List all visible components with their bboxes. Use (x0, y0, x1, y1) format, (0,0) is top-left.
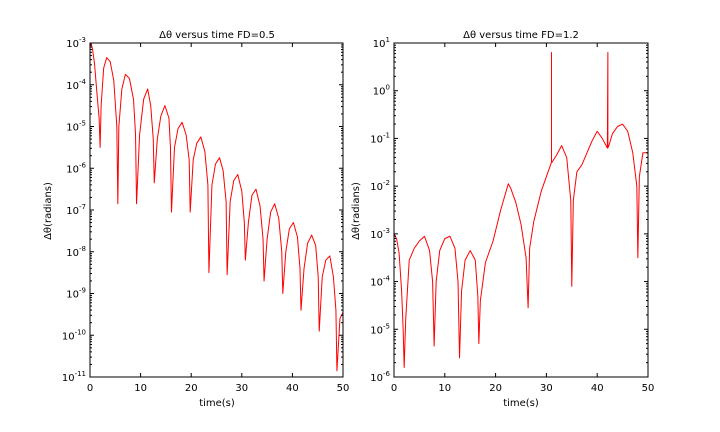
x-tick-label: 50 (642, 383, 655, 394)
x-tick-label: 0 (87, 383, 93, 394)
y-tick-label: 10-6 (370, 370, 390, 384)
x-tick-label: 20 (185, 383, 198, 394)
plot-area: 0 10 20 30 40 50 10-6 10-5 10-4 10-3 10-2 10-1 100 10… (370, 36, 654, 394)
y-tick-label: 100 (373, 84, 390, 98)
x-axis-label: time(s) (503, 398, 539, 409)
y-tick-label: 10-6 (66, 161, 86, 175)
x-tick-label: 10 (134, 383, 147, 394)
chart-fd12: Δθ versus time FD=1.2 0 10 20 30 40 50 10-6 10-… (351, 30, 654, 409)
series-line-0 (394, 52, 648, 368)
x-tick-label: 50 (337, 383, 350, 394)
series-line-0 (90, 43, 343, 372)
y-tick-label: 10-9 (66, 287, 86, 301)
y-tick-label: 10-5 (66, 120, 86, 134)
x-tick-label: 30 (235, 383, 248, 394)
y-axis-label: Δθ(radians) (43, 182, 54, 240)
chart-title: Δθ versus time FD=1.2 (463, 30, 579, 41)
plot-frame (393, 42, 649, 378)
y-axis-label: Δθ(radians) (351, 182, 362, 240)
y-tick-label: 10-3 (66, 36, 86, 50)
y-tick-label: 10-5 (370, 322, 390, 336)
y-tick-label: 10-2 (370, 179, 390, 193)
chart-fd05: Δθ versus time FD=0.5 0 10 20 30 40 50 10-11 10… (43, 30, 349, 409)
x-tick-label: 30 (540, 383, 553, 394)
x-tick-label: 20 (489, 383, 502, 394)
y-tick-label: 10-11 (62, 370, 86, 384)
y-tick-label: 10-8 (66, 245, 86, 259)
y-tick-label: 10-4 (66, 78, 86, 92)
y-tick-label: 10-3 (370, 227, 390, 241)
x-axis-label: time(s) (199, 398, 235, 409)
y-tick-label: 10-4 (370, 275, 390, 289)
x-tick-label: 0 (391, 383, 397, 394)
y-tick-label: 101 (373, 36, 390, 50)
x-tick-label: 40 (591, 383, 604, 394)
y-tick-label: 10-10 (62, 328, 86, 342)
y-tick-label: 10-7 (66, 203, 86, 217)
x-tick-label: 40 (286, 383, 299, 394)
x-tick-label: 10 (438, 383, 451, 394)
y-tick-label: 10-1 (370, 131, 390, 145)
plot-area: 0 10 20 30 40 50 10-11 10-10 10-9 10-8 10-7 10-6 10-… (62, 36, 350, 394)
chart-title: Δθ versus time FD=0.5 (159, 30, 275, 41)
